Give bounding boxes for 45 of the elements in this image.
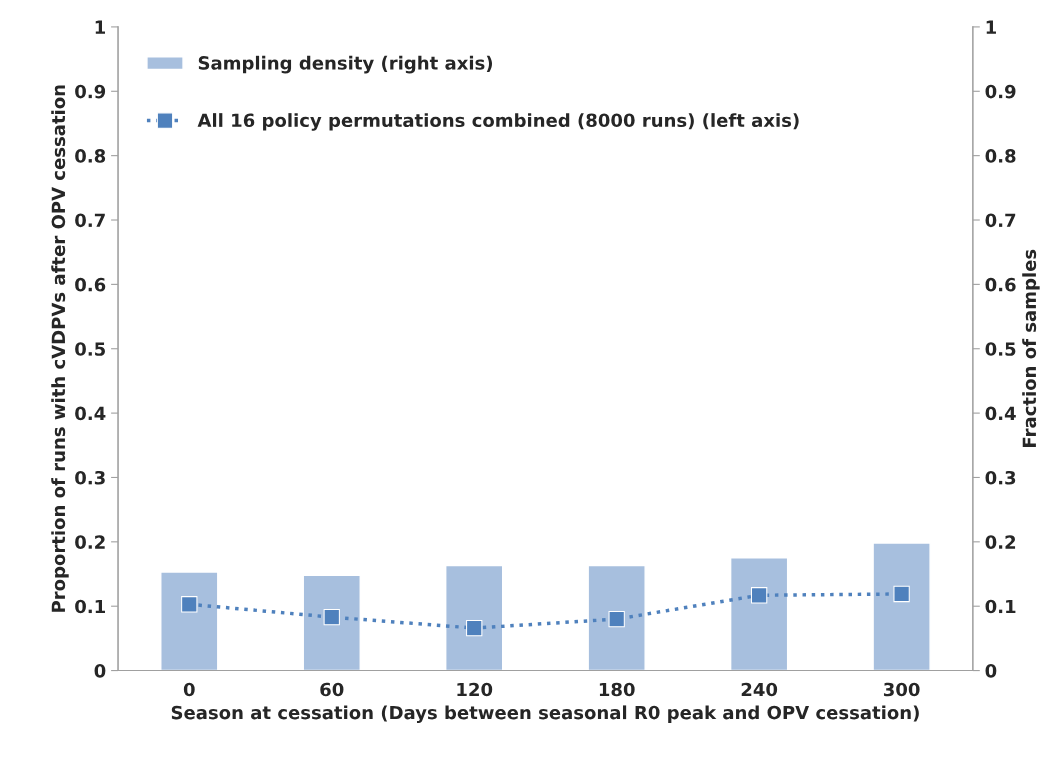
y2-tick-label: 0 — [985, 664, 997, 678]
y2-tick-label: 0.6 — [985, 277, 1016, 292]
bar — [445, 564, 504, 671]
bar — [302, 574, 361, 671]
y-tick-label: 0.3 — [75, 470, 105, 485]
x-tick-label: 240 — [741, 682, 778, 697]
x-tick-label: 180 — [599, 682, 635, 697]
x-tick-label: 60 — [320, 682, 344, 697]
x-tick-label: 120 — [457, 682, 493, 697]
y2-tick-label: 0.9 — [985, 84, 1016, 99]
y2-tick-label: 0.1 — [985, 599, 1016, 614]
y-tick-label: 0.8 — [75, 149, 106, 163]
bar — [160, 571, 219, 671]
y-tick-label: 0 — [94, 664, 106, 678]
y-tick-label: 0.7 — [75, 213, 105, 228]
y-tick-label: 1 — [95, 20, 105, 34]
y-tick-label: 0.6 — [75, 277, 106, 292]
y2-tick-label: 0.8 — [985, 149, 1016, 163]
y-tick-label: 0.1 — [75, 599, 105, 614]
point — [181, 596, 198, 613]
y-tick-label: 0.4 — [75, 406, 106, 421]
y2-axis-title: Fraction of samples — [1022, 249, 1040, 447]
x-tick-label: 300 — [883, 682, 920, 697]
y2-tick-label: 1 — [986, 20, 996, 34]
bar — [587, 564, 646, 671]
x-tick-label: 0 — [183, 682, 195, 697]
point — [893, 585, 910, 603]
y-tick-label: 0.5 — [75, 342, 105, 356]
y-tick-label: 0.9 — [75, 84, 106, 99]
bar — [872, 542, 931, 671]
y-axis-title: Proportion of runs with cVDPVs after OPV cessation — [51, 85, 69, 612]
point — [466, 619, 483, 637]
y2-tick-label: 0.2 — [985, 535, 1016, 549]
point — [323, 608, 340, 626]
legend-label: Sampling density (right axis) — [198, 55, 493, 74]
x-axis-title: Season at cessation (Days between seasonal R0 peak and OPV cessation) — [171, 705, 919, 724]
y2-tick-label: 0.5 — [985, 342, 1016, 356]
point — [608, 610, 625, 628]
point — [750, 587, 768, 604]
y-tick-label: 0.2 — [75, 535, 105, 549]
legend-label: All 16 policy permutations combined (8000 runs) (left axis) — [197, 113, 799, 131]
y2-tick-label: 0.3 — [985, 470, 1016, 485]
y2-tick-label: 0.4 — [985, 406, 1016, 421]
bar — [729, 557, 789, 671]
y2-tick-label: 0.7 — [985, 213, 1016, 228]
